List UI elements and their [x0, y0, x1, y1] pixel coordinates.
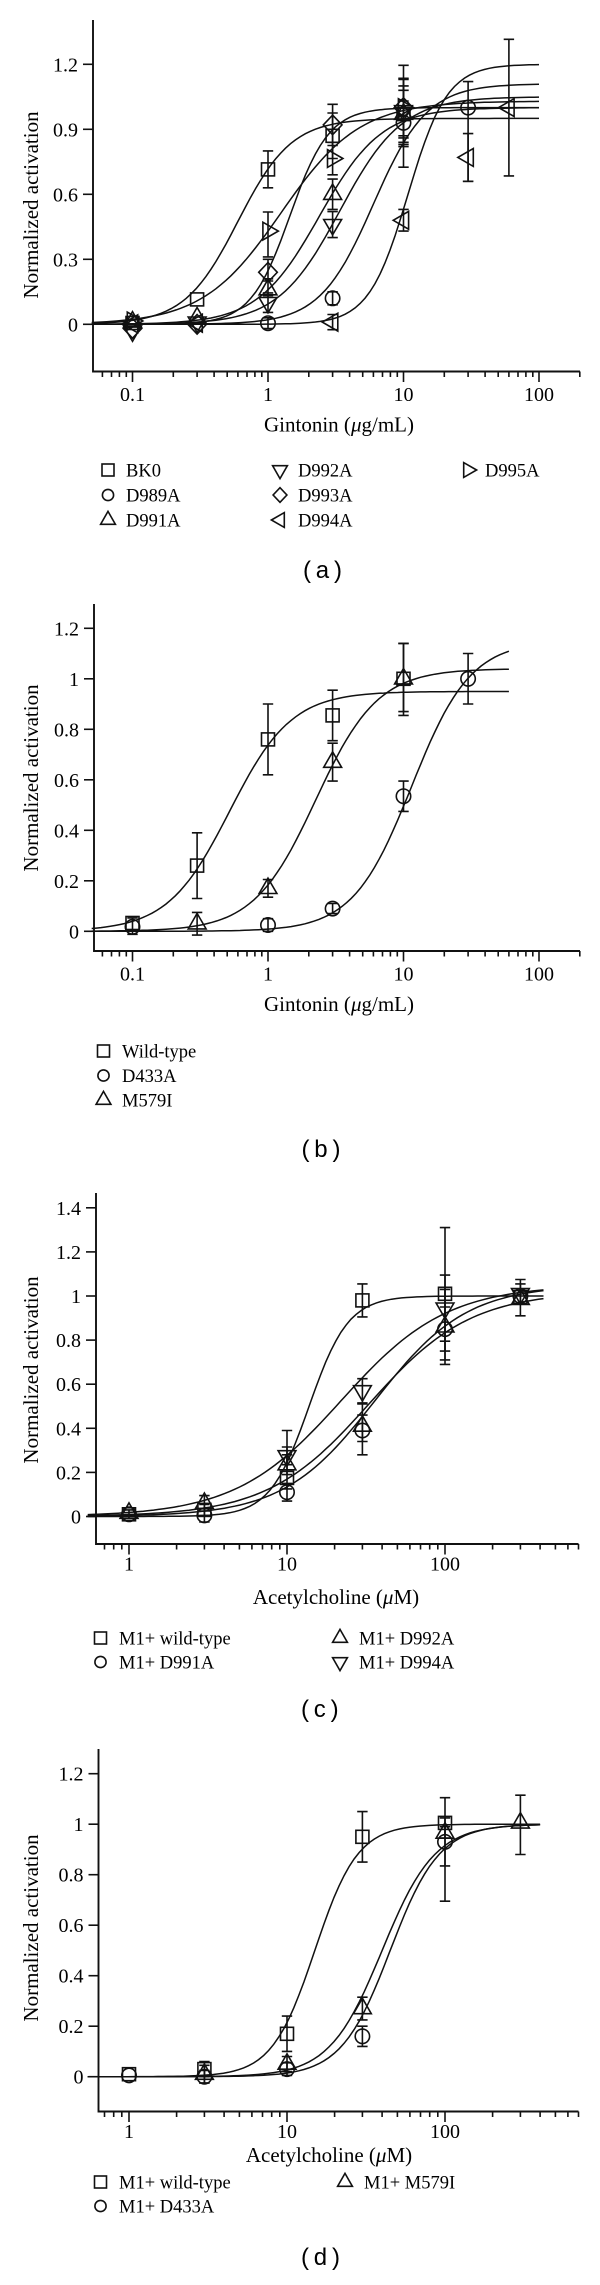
- svg-text:0: 0: [69, 921, 79, 943]
- svg-text:( a ): ( a ): [303, 557, 342, 584]
- svg-text:0.3: 0.3: [53, 249, 78, 271]
- svg-text:D989A: D989A: [126, 487, 181, 507]
- svg-text:D433A: D433A: [122, 1067, 177, 1087]
- svg-text:100: 100: [524, 964, 554, 986]
- svg-text:0.1: 0.1: [120, 384, 145, 406]
- svg-text:M1+ D991A: M1+ D991A: [119, 1654, 215, 1674]
- svg-text:0.9: 0.9: [53, 119, 78, 141]
- svg-text:Acetylcholine (μM): Acetylcholine (μM): [253, 1585, 419, 1609]
- svg-text:0.8: 0.8: [56, 1330, 81, 1352]
- svg-text:( b ): ( b ): [302, 1136, 341, 1163]
- svg-text:M1+ D992A: M1+ D992A: [359, 1630, 455, 1650]
- svg-text:0.6: 0.6: [53, 184, 78, 206]
- svg-text:1.2: 1.2: [53, 54, 78, 76]
- svg-text:D995A: D995A: [485, 462, 540, 482]
- svg-text:0.4: 0.4: [59, 1966, 84, 1988]
- svg-text:D991A: D991A: [126, 512, 181, 532]
- svg-text:10: 10: [394, 964, 414, 986]
- svg-text:100: 100: [524, 384, 554, 406]
- svg-text:0: 0: [74, 2067, 84, 2089]
- svg-text:Gintonin (μg/mL): Gintonin (μg/mL): [264, 413, 414, 437]
- svg-text:Wild-type: Wild-type: [122, 1043, 196, 1063]
- svg-text:1.2: 1.2: [59, 1764, 84, 1786]
- svg-text:0.6: 0.6: [54, 770, 79, 792]
- svg-text:0.6: 0.6: [59, 1915, 84, 1937]
- svg-text:0: 0: [68, 314, 78, 336]
- svg-text:0.1: 0.1: [120, 964, 145, 986]
- svg-text:100: 100: [430, 2121, 460, 2143]
- svg-text:100: 100: [430, 1554, 460, 1576]
- svg-text:1: 1: [124, 1554, 134, 1576]
- svg-text:0.4: 0.4: [56, 1418, 81, 1440]
- svg-text:0: 0: [71, 1507, 81, 1529]
- svg-text:1.2: 1.2: [54, 618, 79, 640]
- svg-text:M1+ M579I: M1+ M579I: [364, 2174, 455, 2194]
- svg-text:1: 1: [263, 964, 273, 986]
- svg-text:Normalized activation: Normalized activation: [19, 1834, 43, 2022]
- svg-text:D993A: D993A: [298, 487, 353, 507]
- svg-text:Normalized activation: Normalized activation: [19, 111, 43, 299]
- svg-text:0.8: 0.8: [54, 719, 79, 741]
- svg-text:0.6: 0.6: [56, 1374, 81, 1396]
- svg-text:1: 1: [69, 669, 79, 691]
- svg-text:Gintonin (μg/mL): Gintonin (μg/mL): [264, 992, 414, 1016]
- svg-text:1: 1: [124, 2121, 134, 2143]
- svg-text:D994A: D994A: [298, 512, 353, 532]
- svg-text:M1+ wild-type: M1+ wild-type: [119, 1630, 231, 1650]
- svg-text:Normalized activation: Normalized activation: [19, 1276, 43, 1464]
- svg-text:Normalized activation: Normalized activation: [19, 684, 43, 872]
- svg-text:M579I: M579I: [122, 1092, 172, 1112]
- svg-text:1: 1: [74, 1814, 84, 1836]
- svg-text:1: 1: [71, 1286, 81, 1308]
- svg-text:0.4: 0.4: [54, 820, 79, 842]
- svg-text:0.2: 0.2: [54, 871, 79, 893]
- svg-text:BK0: BK0: [126, 462, 161, 482]
- svg-text:M1+ wild-type: M1+ wild-type: [119, 2174, 231, 2194]
- svg-text:1.2: 1.2: [56, 1242, 81, 1264]
- svg-text:0.2: 0.2: [56, 1462, 81, 1484]
- svg-text:M1+ D433A: M1+ D433A: [119, 2198, 215, 2218]
- svg-text:( c ): ( c ): [301, 1696, 339, 1723]
- svg-text:10: 10: [277, 2121, 297, 2143]
- svg-text:1.4: 1.4: [56, 1198, 81, 1220]
- svg-text:0.8: 0.8: [59, 1865, 84, 1887]
- svg-text:M1+ D994A: M1+ D994A: [359, 1654, 455, 1674]
- svg-text:10: 10: [277, 1554, 297, 1576]
- svg-text:D992A: D992A: [298, 462, 353, 482]
- svg-text:10: 10: [394, 384, 414, 406]
- svg-text:1: 1: [263, 384, 273, 406]
- svg-text:Acetylcholine (μM): Acetylcholine (μM): [246, 2143, 412, 2167]
- svg-text:( d ): ( d ): [301, 2244, 340, 2271]
- svg-text:0.2: 0.2: [59, 2016, 84, 2038]
